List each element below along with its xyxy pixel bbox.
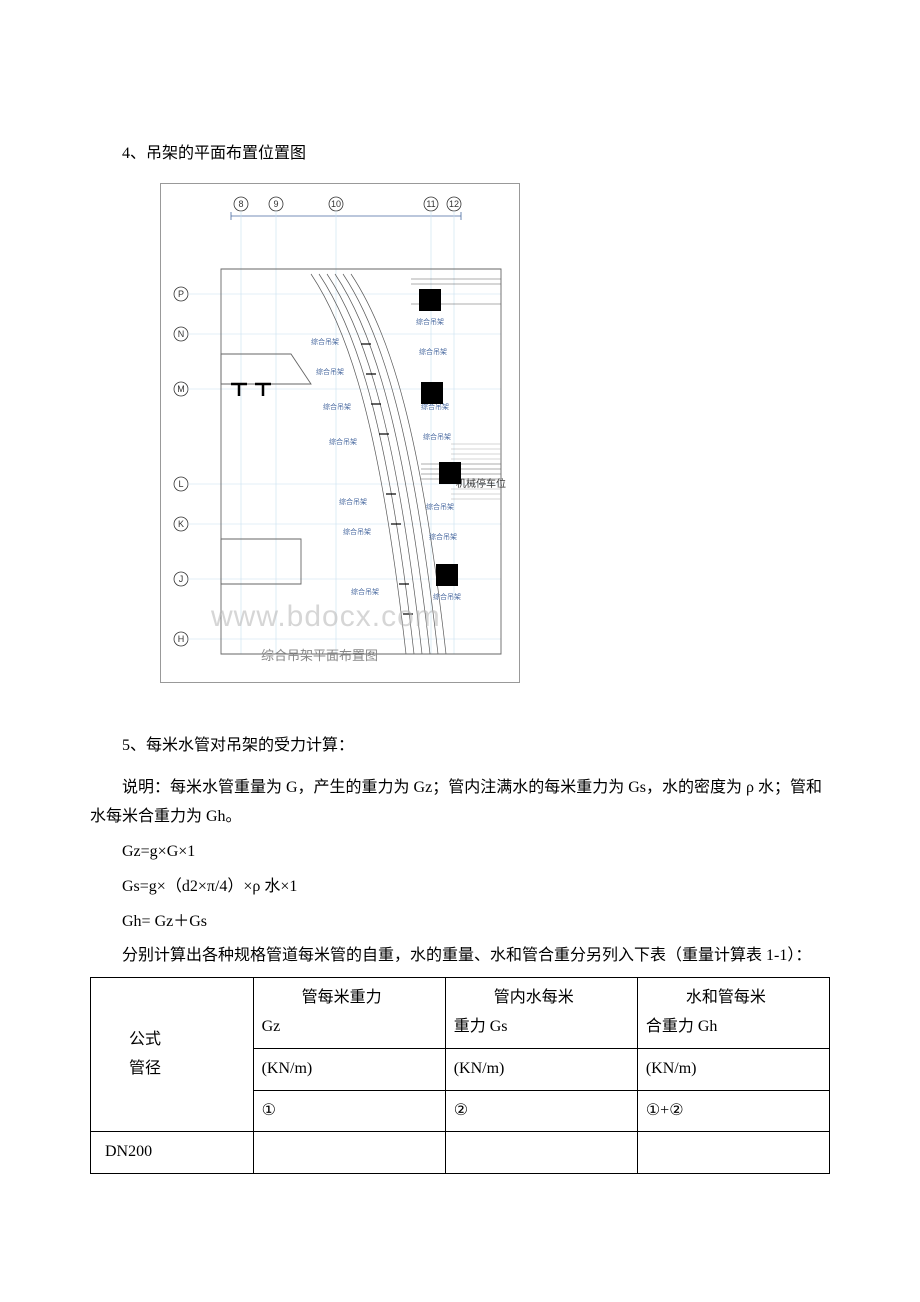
section4-title: 4、吊架的平面布置位置图 (90, 140, 830, 169)
col2-unit: (KN/m) (445, 1048, 637, 1090)
redaction-box (436, 564, 458, 586)
col1-header: 管每米重力Gz (253, 978, 445, 1049)
equation-gz: Gz=g×G×1 (90, 838, 830, 867)
row-header-cell: 公式 管径 (91, 978, 254, 1132)
dn200-c3 (637, 1132, 829, 1174)
table-row: DN200 (91, 1132, 830, 1174)
row-header-l1: 公式 (129, 1031, 161, 1048)
col3-index: ①+② (637, 1090, 829, 1132)
svg-text:L: L (178, 479, 183, 489)
svg-text:综合吊架: 综合吊架 (429, 532, 457, 541)
mech-park-label: 机械停车位 (456, 477, 506, 490)
svg-text:H: H (178, 634, 185, 644)
svg-text:K: K (178, 519, 184, 529)
svg-text:综合吊架: 综合吊架 (343, 527, 371, 536)
svg-text:8: 8 (238, 199, 243, 209)
dn200-c2 (445, 1132, 637, 1174)
diagram-svg: 8 9 10 11 12 P N M L K J (161, 184, 520, 683)
diagram-caption: 综合吊架平面布置图 (261, 644, 378, 667)
svg-text:P: P (178, 289, 184, 299)
col3-unit: (KN/m) (637, 1048, 829, 1090)
table-row: 公式 管径 管每米重力Gz 管内水每米重力 Gs 水和管每米合重力 Gh (91, 978, 830, 1049)
section5-desc: 说明：每米水管重量为 G，产生的重力为 Gz；管内注满水的每米重力为 Gs，水的… (90, 774, 830, 832)
col2-index: ② (445, 1090, 637, 1132)
section5-desc2: 分别计算出各种规格管道每米管的自重，水的重量、水和管合重分另列入下表（重量计算表… (90, 942, 830, 971)
svg-text:综合吊架: 综合吊架 (339, 497, 367, 506)
svg-text:综合吊架: 综合吊架 (433, 592, 461, 601)
col1-unit: (KN/m) (253, 1048, 445, 1090)
svg-text:综合吊架: 综合吊架 (426, 502, 454, 511)
svg-text:N: N (178, 329, 185, 339)
svg-text:12: 12 (449, 199, 459, 209)
redaction-box (421, 382, 443, 404)
col1-index: ① (253, 1090, 445, 1132)
svg-text:综合吊架: 综合吊架 (416, 317, 444, 326)
svg-text:综合吊架: 综合吊架 (329, 437, 357, 446)
diagram-container: 8 9 10 11 12 P N M L K J (160, 183, 830, 683)
svg-text:综合吊架: 综合吊架 (419, 347, 447, 356)
row-header-l2: 管径 (129, 1060, 161, 1077)
svg-text:10: 10 (331, 199, 341, 209)
svg-text:9: 9 (273, 199, 278, 209)
section5-title: 5、每米水管对吊架的受力计算： (90, 732, 830, 761)
weight-calc-table: 公式 管径 管每米重力Gz 管内水每米重力 Gs 水和管每米合重力 Gh (KN… (90, 977, 830, 1174)
svg-text:综合吊架: 综合吊架 (311, 337, 339, 346)
col3-header: 水和管每米合重力 Gh (637, 978, 829, 1049)
redaction-box (439, 462, 461, 484)
svg-text:M: M (177, 384, 185, 394)
svg-text:综合吊架: 综合吊架 (351, 587, 379, 596)
dn200-c1 (253, 1132, 445, 1174)
svg-text:综合吊架: 综合吊架 (316, 367, 344, 376)
redaction-box (419, 289, 441, 311)
equation-gh: Gh= Gz＋Gs (90, 908, 830, 937)
svg-text:综合吊架: 综合吊架 (323, 402, 351, 411)
equation-gs: Gs=g×（d2×π/4）×ρ 水×1 (90, 873, 830, 902)
svg-text:J: J (179, 574, 184, 584)
dn200-label: DN200 (91, 1132, 254, 1174)
svg-text:综合吊架: 综合吊架 (423, 432, 451, 441)
plan-diagram: 8 9 10 11 12 P N M L K J (160, 183, 520, 683)
svg-text:11: 11 (426, 199, 435, 209)
col2-header: 管内水每米重力 Gs (445, 978, 637, 1049)
